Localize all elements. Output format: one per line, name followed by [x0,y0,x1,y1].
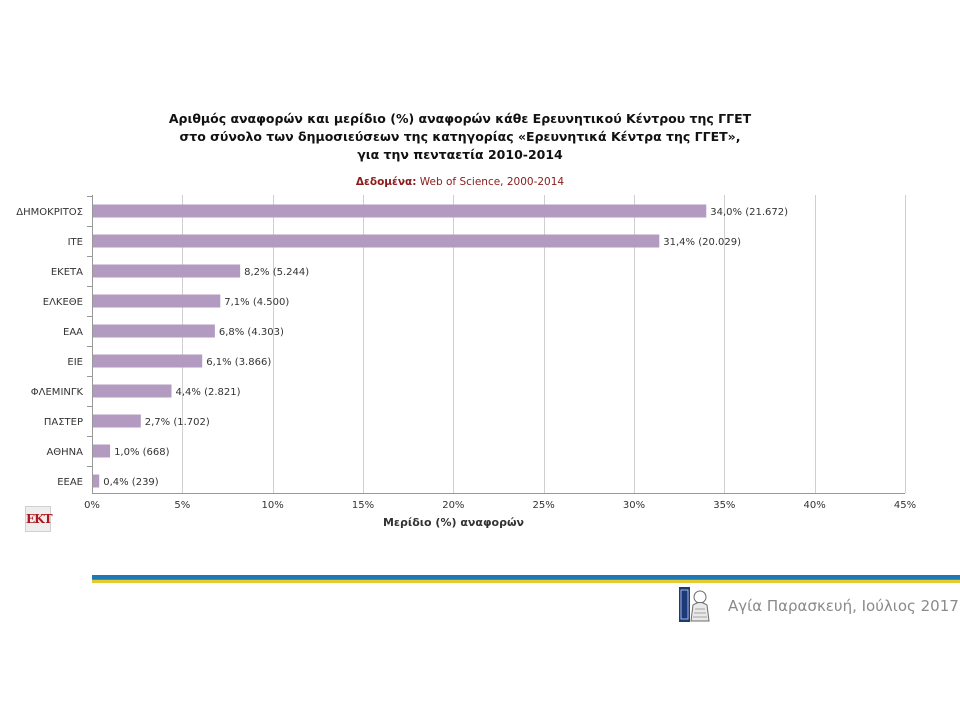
chart-title-line-2: στο σύνολο των δημοσιεύσεων της κατηγορί… [179,129,741,144]
x-tick-label: 15% [352,500,374,511]
category-label: ΦΛΕΜΙΝΓΚ [31,387,84,398]
category-label: ΙΤΕ [68,237,83,248]
data-label: 1,0% (668) [114,447,170,458]
x-axis-title: Μερίδιο (%) αναφορών [383,516,524,529]
data-label: 4,4% (2.821) [175,387,240,398]
footer-stripe-yellow [92,580,960,583]
data-source-text: Web of Science, 2000-2014 [419,176,565,188]
academy-crest-icon [679,587,710,622]
bar [93,294,221,308]
bar [93,384,172,398]
chart-title: Αριθμός αναφορών και μερίδιο (%) αναφορώ… [150,110,770,164]
x-tick-label: 45% [894,500,916,511]
data-label: 34,0% (21.672) [710,207,788,218]
bar [93,234,660,248]
bar [93,474,100,488]
bar [93,204,707,218]
footer-stripe-teal [92,579,960,580]
category-label: ΕΛΚΕΘΕ [43,297,83,308]
x-tick-label: 5% [174,500,190,511]
bar [93,444,111,458]
data-label: 6,1% (3.866) [206,357,271,368]
footer-place-date: Αγία Παρασκευή, Ιούλιος 2017 [728,597,959,615]
category-label: ΕΕΑΕ [57,477,83,488]
x-tick-label: 10% [262,500,284,511]
bar [93,324,215,338]
bar [93,264,241,278]
category-label: ΕΚΕΤΑ [51,267,83,278]
x-tick-label: 25% [533,500,555,511]
x-tick-label: 20% [442,500,464,511]
x-tick-label: 30% [623,500,645,511]
category-label: ΠΑΣΤΕΡ [44,417,83,428]
chart-title-line-1: Αριθμός αναφορών και μερίδιο (%) αναφορώ… [168,111,752,126]
bar [93,354,203,368]
x-tick-label: 40% [804,500,826,511]
ekt-logo: ΕΚΤ [25,506,53,532]
data-source-label: Δεδομένα: [355,176,417,188]
bar [93,414,141,428]
chart-title-line-3: για την πενταετία 2010-2014 [357,147,563,162]
x-tick-label: 0% [84,500,100,511]
category-label: ΔΗΜΟΚΡΙΤΟΣ [16,207,83,218]
category-label: ΕΑΑ [63,327,83,338]
category-label: ΕΙΕ [67,357,83,368]
category-label: ΑΘΗΝΑ [46,447,83,458]
data-label: 2,7% (1.702) [145,417,210,428]
data-label: 8,2% (5.244) [244,267,309,278]
data-label: 6,8% (4.303) [219,327,284,338]
footer-stripe-blue [92,575,960,579]
x-tick-label: 35% [713,500,735,511]
data-source-note: Δεδομένα: Web of Science, 2000-2014 [150,176,770,188]
data-label: 31,4% (20.029) [663,237,741,248]
data-label: 0,4% (239) [103,477,159,488]
data-label: 7,1% (4.500) [224,297,289,308]
